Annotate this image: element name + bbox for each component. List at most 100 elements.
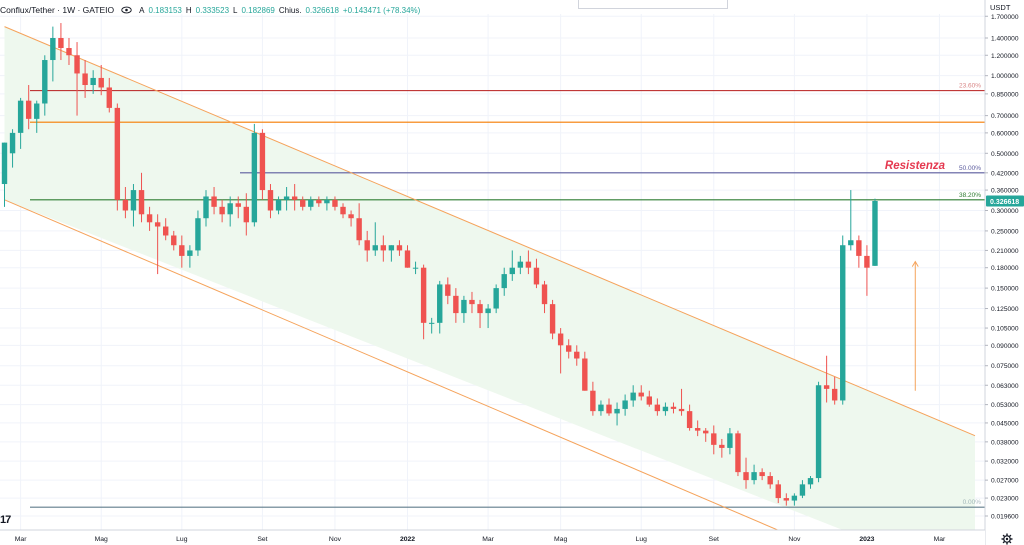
candle-body — [751, 472, 757, 481]
x-tick-label: Mar — [15, 536, 27, 543]
candle-body — [799, 484, 806, 496]
x-tick-label: Set — [709, 536, 719, 543]
candle-body — [711, 433, 717, 445]
candle-body — [678, 408, 685, 412]
candle-body — [549, 304, 556, 334]
candle-body — [727, 433, 733, 448]
candle-body — [590, 390, 596, 412]
candle-body — [437, 284, 443, 323]
candle-body — [308, 199, 314, 207]
y-tick-label: 0.360000 — [991, 188, 1019, 195]
x-tick-label: Set — [257, 536, 267, 543]
y-tick-label: 0.032000 — [991, 459, 1019, 466]
gear-icon[interactable] — [1001, 533, 1013, 545]
close-label: Chius. — [278, 5, 302, 15]
candle-body — [566, 345, 572, 352]
candle-body — [848, 240, 854, 246]
current-price-label: 0.326618 — [990, 199, 1019, 206]
candle-body — [90, 77, 96, 86]
resistenza-label: Resistenza — [885, 160, 946, 172]
y-tick-label: 0.019600 — [991, 514, 1019, 521]
x-tick-label: 2023 — [859, 536, 874, 543]
low-label: L — [233, 5, 238, 15]
candle-body — [461, 299, 467, 314]
tradingview-logo[interactable]: 17 — [0, 514, 11, 526]
candle-body — [163, 226, 169, 236]
candle-body — [154, 222, 161, 227]
candle-body — [630, 392, 636, 401]
candle-body — [291, 196, 298, 200]
high-value: 0.333523 — [195, 5, 230, 15]
red-resistance-line-label: 23.60% — [959, 83, 981, 90]
close-value: 0.326618 — [305, 5, 339, 15]
high-label: H — [185, 5, 192, 15]
candle-body — [670, 406, 677, 409]
candle-body — [348, 214, 354, 219]
candle-body — [17, 100, 24, 133]
channel-lower-line — [4, 199, 815, 545]
candle-body — [517, 261, 524, 268]
price-axis-bg — [985, 0, 1024, 545]
candle-body — [703, 430, 709, 434]
x-tick-label: 2022 — [400, 536, 415, 543]
candle-body — [259, 132, 266, 191]
low-value: 0.182869 — [241, 5, 275, 15]
candle-body — [380, 245, 387, 251]
candle-body — [598, 404, 604, 412]
candle-body — [614, 408, 620, 414]
candle-body — [767, 476, 773, 485]
y-tick-label: 0.090000 — [991, 343, 1019, 350]
candle-body — [130, 190, 137, 211]
candle-body — [356, 218, 362, 241]
top-panel-tab[interactable] — [578, 0, 728, 9]
y-tick-label: 0.053000 — [991, 402, 1019, 409]
candle-body — [187, 250, 193, 256]
candle-body — [509, 267, 515, 275]
candle-body — [557, 333, 564, 346]
candle-body — [235, 203, 241, 207]
current-price-badge — [986, 195, 1024, 207]
y-tick-label: 0.210000 — [991, 248, 1019, 255]
y-tick-label: 0.250000 — [991, 228, 1019, 235]
y-tick-label: 0.075000 — [991, 363, 1019, 370]
candle-body — [396, 245, 403, 251]
y-tick-label: 0.500000 — [991, 151, 1019, 158]
candle-body — [654, 404, 661, 412]
candle-body — [146, 214, 153, 223]
fib-38-line-label: 38.20% — [959, 192, 981, 199]
candle-body — [485, 308, 491, 314]
candle-body — [856, 240, 862, 256]
candle-body — [388, 245, 395, 251]
x-tick-label: Mag — [554, 536, 567, 543]
candle-body — [606, 404, 612, 414]
candle-body — [872, 200, 878, 266]
candle-body — [831, 388, 838, 401]
y-tick-label: 0.063000 — [991, 383, 1019, 390]
eye-icon[interactable] — [121, 6, 132, 14]
candle-body — [114, 107, 121, 200]
candle-body — [372, 245, 378, 251]
symbol-title[interactable]: Conflux/Tether · 1W · GATEIO — [0, 5, 115, 15]
candle-body — [775, 484, 781, 499]
candle-body — [283, 196, 290, 200]
currency-label[interactable]: USDT — [990, 3, 1011, 12]
candle-body — [332, 199, 338, 207]
candle-body — [686, 411, 693, 429]
candle-body — [138, 190, 145, 215]
candle-body — [243, 206, 249, 223]
x-tick-label: Nov — [329, 536, 342, 543]
candle-body — [364, 240, 370, 251]
candle-body — [42, 60, 48, 104]
candle-body — [122, 199, 129, 211]
candle-body — [171, 235, 177, 246]
y-tick-label: 1.200000 — [991, 53, 1019, 60]
x-tick-label: Lug — [636, 536, 648, 543]
y-tick-label: 0.125000 — [991, 306, 1019, 313]
candle-body — [340, 206, 346, 215]
candle-body — [227, 203, 233, 215]
candle-body — [82, 73, 88, 86]
candle-body — [662, 406, 669, 412]
open-value: 0.183153 — [148, 5, 182, 15]
